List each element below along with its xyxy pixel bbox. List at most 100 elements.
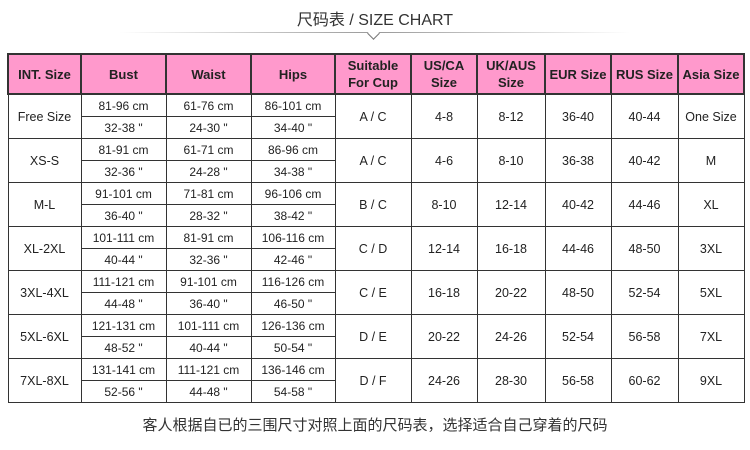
table-cell: 3XL — [677, 226, 745, 271]
table-cell: 111-121 cm — [80, 270, 167, 293]
table-cell: 106-116 cm — [250, 226, 336, 249]
table-cell: 34-40 " — [250, 116, 336, 139]
table-cell: 5XL — [677, 270, 745, 315]
table-cell: 60-62 — [610, 358, 679, 403]
table-cell: 8-10 — [476, 138, 546, 183]
table-cell: 86-101 cm — [250, 93, 336, 117]
table-cell: 56-58 — [544, 358, 612, 403]
table-cell: C / D — [334, 226, 412, 271]
table-cell: 86-96 cm — [250, 138, 336, 161]
column-header: Hips — [250, 53, 336, 95]
table-cell: 61-76 cm — [165, 93, 252, 117]
table-cell: 131-141 cm — [80, 358, 167, 381]
table-cell: 16-18 — [476, 226, 546, 271]
footer-note: 客人根据自已的三围尺寸对照上面的尺码表，选择适合自己穿着的尺码 — [142, 417, 608, 434]
table-cell: 5XL-6XL — [7, 314, 82, 359]
table-cell: 44-48 " — [80, 292, 167, 315]
table-cell: 4-8 — [410, 93, 478, 139]
table-cell: A / C — [334, 138, 412, 183]
table-row: 40-44 " 32-36 " 42-46 " — [8, 248, 744, 271]
table-cell: 111-121 cm — [165, 358, 252, 381]
table-cell: C / E — [334, 270, 412, 315]
table-cell: 52-56 " — [80, 380, 167, 403]
table-cell: 52-54 — [544, 314, 612, 359]
table-cell: 40-42 — [610, 138, 679, 183]
table-cell: 28-30 — [476, 358, 546, 403]
column-header: EUR Size — [544, 53, 612, 95]
table-cell: 61-71 cm — [165, 138, 252, 161]
table-cell: 38-42 " — [250, 204, 336, 227]
table-cell: 20-22 — [476, 270, 546, 315]
size-chart-table: INT. Size Bust Waist Hips Suitable For Cup US… — [7, 53, 745, 403]
column-header: Waist — [165, 53, 252, 95]
table-row: XS-S 81-91 cm 61-71 cm 86-96 cm A / C 4-6 8-10… — [7, 138, 745, 183]
table-cell: 32-38 " — [80, 116, 167, 139]
table-cell: 81-91 cm — [165, 226, 252, 249]
table-cell: 91-101 cm — [165, 270, 252, 293]
column-header: US/CA Size — [410, 53, 478, 95]
table-cell: XL — [677, 182, 745, 227]
table-cell: 4-6 — [410, 138, 478, 183]
table-cell: 101-111 cm — [80, 226, 167, 249]
column-header: INT. Size — [7, 53, 82, 95]
table-row: 5XL-6XL 121-131 cm 101-111 cm 126-136 cm D /… — [7, 314, 745, 359]
table-cell: XS-S — [7, 138, 82, 183]
table-cell: 96-106 cm — [250, 182, 336, 205]
table-cell: 7XL — [677, 314, 745, 359]
table-cell: M-L — [7, 182, 82, 227]
table-row: 3XL-4XL 111-121 cm 91-101 cm 116-126 cm C / … — [7, 270, 745, 315]
table-cell: 40-44 " — [80, 248, 167, 271]
table-cell: 52-54 — [610, 270, 679, 315]
table-cell: 44-46 — [544, 226, 612, 271]
table-row: 36-40 " 28-32 " 38-42 " — [8, 204, 744, 227]
table-cell: 32-36 " — [165, 248, 252, 271]
page-title: 尺码表 / SIZE CHART — [296, 12, 454, 29]
table-cell: 121-131 cm — [80, 314, 167, 337]
table-cell: 81-91 cm — [80, 138, 167, 161]
table-cell: 40-44 " — [165, 336, 252, 359]
table-cell: 48-50 — [610, 226, 679, 271]
table-cell: D / F — [334, 358, 412, 403]
table-cell: 7XL-8XL — [7, 358, 82, 403]
table-cell: 24-26 — [476, 314, 546, 359]
table-cell: D / E — [334, 314, 412, 359]
table-cell: 40-44 — [610, 93, 679, 139]
table-cell: 36-40 " — [80, 204, 167, 227]
table-cell: 8-10 — [410, 182, 478, 227]
table-cell: A / C — [334, 93, 412, 139]
table-cell: 50-54 " — [250, 336, 336, 359]
table-row: 7XL-8XL 131-141 cm 111-121 cm 136-146 cm D /… — [7, 358, 745, 403]
column-header: Bust — [80, 53, 167, 95]
table-cell: 101-111 cm — [165, 314, 252, 337]
table-cell: M — [677, 138, 745, 183]
table-cell: 46-50 " — [250, 292, 336, 315]
table-row: 48-52 " 40-44 " 50-54 " — [8, 336, 744, 359]
column-header: RUS Size — [610, 53, 679, 95]
table-cell: Free Size — [7, 93, 82, 139]
table-cell: 116-126 cm — [250, 270, 336, 293]
table-cell: XL-2XL — [7, 226, 82, 271]
table-cell: 48-50 — [544, 270, 612, 315]
table-cell: 36-38 — [544, 138, 612, 183]
table-cell: 12-14 — [410, 226, 478, 271]
table-cell: 24-26 — [410, 358, 478, 403]
table-cell: 24-28 " — [165, 160, 252, 183]
table-cell: 9XL — [677, 358, 745, 403]
table-cell: 8-12 — [476, 93, 546, 139]
table-row: 52-56 " 44-48 " 54-58 " — [8, 380, 744, 403]
table-cell: 34-38 " — [250, 160, 336, 183]
table-cell: 56-58 — [610, 314, 679, 359]
table-cell: B / C — [334, 182, 412, 227]
table-cell: 28-32 " — [165, 204, 252, 227]
table-cell: 126-136 cm — [250, 314, 336, 337]
table-cell: 54-58 " — [250, 380, 336, 403]
table-cell: 42-46 " — [250, 248, 336, 271]
table-cell: 71-81 cm — [165, 182, 252, 205]
column-header: Suitable For Cup — [334, 53, 412, 95]
table-cell: 36-40 — [544, 93, 612, 139]
table-row: 32-38 " 24-30 " 34-40 " — [8, 116, 744, 139]
table-cell: One Size — [677, 93, 745, 139]
table-cell: 81-96 cm — [80, 93, 167, 117]
